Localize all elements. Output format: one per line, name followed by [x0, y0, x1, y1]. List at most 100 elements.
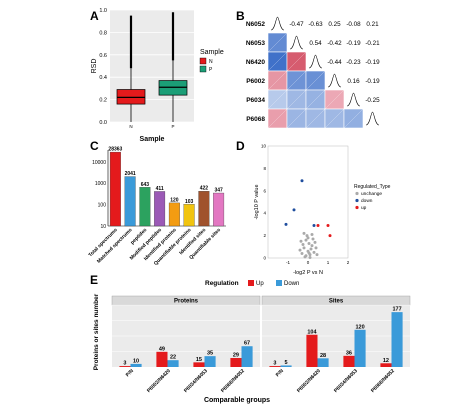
- panel-e-data-label: 67: [244, 341, 250, 347]
- panel-b-lower-cell: [267, 51, 288, 72]
- panel-b-diagonal-cell: [344, 90, 363, 109]
- panel-c-ytick-label: 10000: [92, 160, 106, 166]
- panel-b-upper-cell: [325, 14, 344, 33]
- panel-b-lower-cell: [286, 70, 307, 91]
- panel-e-data-label: 36: [346, 350, 352, 356]
- panel-d-xtick-label: 0: [307, 260, 310, 265]
- panel-b-upper-cell: [344, 14, 363, 33]
- panel-c-data-label: 28363: [108, 147, 122, 153]
- panel-e-xtick-label: P6034/N6053: [183, 368, 209, 394]
- panel-b-correlation-value: -0.21: [365, 40, 380, 47]
- panel-d-point-unchange: [304, 238, 308, 242]
- panel-e-legend-label: Up: [256, 281, 264, 287]
- panel-b-diagonal-cell: [306, 52, 325, 71]
- panel-b-density-curve: [346, 92, 361, 107]
- panel-b-diagonal-cell: [268, 14, 287, 33]
- panel-a-xtick-label: N: [129, 124, 132, 129]
- panel-d-legend-marker: [355, 198, 359, 203]
- panel-b-correlation-value: 0.21: [366, 21, 379, 28]
- panel-b-lower-cell: [286, 89, 307, 110]
- panel-b-cell-hatch: [267, 89, 288, 110]
- panel-b-lower-cell: [305, 70, 326, 91]
- panel-b-correlation-value: -0.44: [327, 59, 342, 66]
- panel-d-point-up: [326, 224, 330, 228]
- panel-b-correlation-value: -0.19: [365, 78, 380, 85]
- panel-d-ytick-label: 10: [261, 144, 267, 149]
- panel-e-data-label: 3: [273, 361, 276, 367]
- panel-label-b: B: [236, 9, 245, 23]
- panel-d-xtick-label: 1: [327, 260, 330, 265]
- panel-d-point-unchange: [315, 253, 319, 257]
- panel-e-data-label: 177: [392, 307, 401, 313]
- panel-e-ylabel: Proteins or sites number: [93, 293, 100, 370]
- panel-b-cell-hatch: [267, 70, 288, 91]
- panel-b-lower-cell: [305, 108, 326, 129]
- panel-b-correlation-value: -0.23: [346, 59, 361, 66]
- panel-e-legend-swatch: [276, 280, 282, 286]
- panel-c-data-label: 347: [214, 188, 223, 194]
- panel-a-ytick-label: 0.6: [99, 53, 107, 59]
- panel-d-ylabel: -log10 P value: [254, 184, 260, 219]
- panel-b-row-label: P6002: [246, 78, 265, 85]
- panel-d-legend-marker: [355, 191, 359, 196]
- panel-d-legend-marker: [355, 205, 359, 210]
- panel-label-d: D: [236, 139, 245, 153]
- panel-b-cell-hatch: [324, 89, 345, 110]
- panel-b-density-curve: [308, 54, 323, 69]
- panel-b-upper-cell: [344, 71, 363, 90]
- panel-c-bar: [124, 176, 136, 227]
- panel-d-ytick-label: 2: [263, 233, 266, 238]
- panel-b-cell-hatch: [305, 70, 326, 91]
- panel-d-point-unchange: [308, 255, 312, 259]
- panel-a-ytick-label: 0.4: [99, 75, 107, 81]
- panel-b-cell-hatch: [267, 51, 288, 72]
- panel-c-bar: [168, 202, 180, 227]
- panel-d-plot-bg: [267, 145, 349, 259]
- panel-e-bar-down: [391, 312, 403, 367]
- panel-d-point-unchange: [307, 241, 311, 245]
- panel-label-a: A: [90, 9, 99, 23]
- panel-b-upper-cell: [325, 33, 344, 52]
- panel-d-point-unchange: [312, 250, 316, 254]
- panel-c-ytick-label: 1000: [95, 181, 106, 187]
- panel-b-cell-hatch: [286, 70, 307, 91]
- panel-c-data-label: 103: [185, 199, 194, 205]
- panel-b-row-label: N6052: [246, 21, 266, 28]
- panel-d-point-unchange: [302, 246, 306, 250]
- panel-d-legend-label: down: [361, 198, 373, 204]
- panel-d-xtick-label: 2: [347, 260, 350, 265]
- panel-b-upper-cell: [306, 14, 325, 33]
- panel-b-upper-cell: [287, 14, 306, 33]
- panel-b-lower-cell: [286, 108, 307, 129]
- panel-e-bar-up: [156, 351, 168, 367]
- panel-d-point-down: [292, 208, 296, 212]
- panel-c-data-label: 422: [200, 186, 209, 192]
- panel-e-xtick-label: P6068/N6052: [220, 368, 246, 394]
- panel-b-correlation-value: 0.16: [347, 78, 360, 85]
- panel-a-legend-swatch: [199, 65, 207, 73]
- panel-b-upper-cell: [344, 33, 363, 52]
- panel-e-bar-down: [317, 358, 329, 367]
- panel-b-lower-cell: [343, 108, 364, 129]
- panel-a-box-N: [116, 15, 146, 122]
- panel-e-data-label: 29: [233, 353, 239, 359]
- panel-b-density-curve: [365, 111, 380, 126]
- panel-e-bar-down: [204, 356, 216, 367]
- panel-e-xtick-label: P6002/N6420: [296, 368, 322, 394]
- panel-b-row-label: P6068: [246, 116, 265, 123]
- panel-b-row-label: P6034: [246, 97, 265, 104]
- panel-e-bar-down: [280, 365, 292, 367]
- panel-b-cell-hatch: [343, 108, 364, 129]
- panel-d-point-unchange: [309, 247, 313, 251]
- panel-b-correlation-value: -0.19: [346, 40, 361, 47]
- panel-e-bar-up: [269, 366, 281, 367]
- panel-e-facet-title: Proteins: [174, 299, 199, 305]
- panel-a-ytick-label: 1.0: [99, 8, 107, 14]
- panel-e-bar-up: [193, 362, 205, 367]
- panel-a-legend: Sample NP: [199, 49, 224, 73]
- panel-b-upper-cell: [344, 52, 363, 71]
- panel-e-bar-down: [167, 360, 179, 367]
